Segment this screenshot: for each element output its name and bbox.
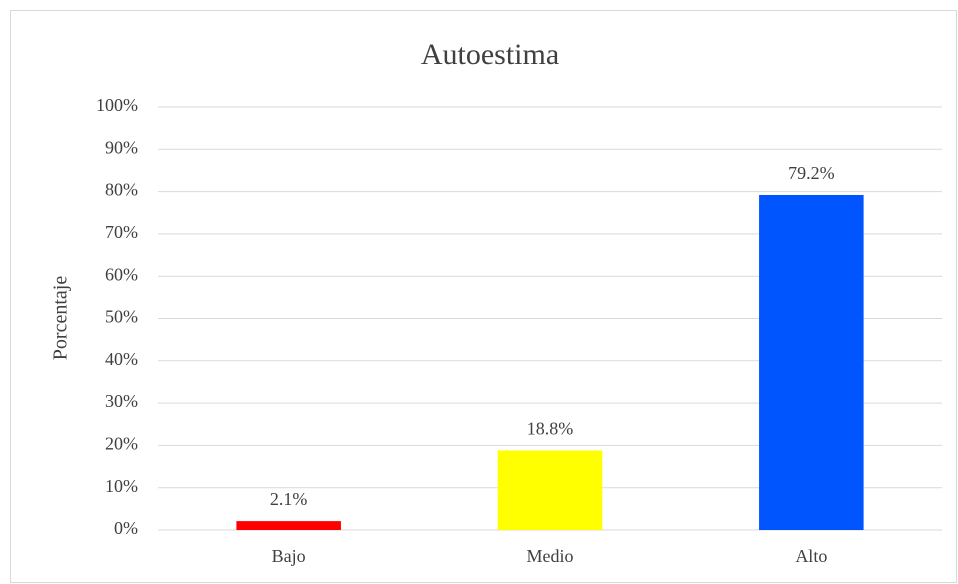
y-tick-label: 10% <box>105 476 138 496</box>
y-tick-label: 50% <box>105 307 138 327</box>
y-tick-label: 90% <box>105 137 138 157</box>
x-tick-label: Bajo <box>272 546 306 566</box>
y-axis-label: Porcentaje <box>50 276 72 361</box>
y-tick-label: 60% <box>105 264 138 284</box>
y-tick-label: 30% <box>105 391 138 411</box>
x-tick-label: Medio <box>527 546 574 566</box>
x-tick-label: Alto <box>795 546 827 566</box>
y-tick-label: 100% <box>96 95 138 115</box>
y-tick-label: 0% <box>114 518 138 538</box>
data-label: 2.1% <box>270 489 308 509</box>
bar <box>497 450 603 530</box>
data-label: 18.8% <box>527 419 574 439</box>
chart-title: Autoestima <box>421 38 559 71</box>
data-label: 79.2% <box>788 163 835 183</box>
y-tick-label: 70% <box>105 222 138 242</box>
y-tick-label: 40% <box>105 349 138 369</box>
bar <box>759 194 864 530</box>
bar <box>236 521 341 530</box>
y-tick-label: 80% <box>105 180 138 200</box>
y-tick-label: 20% <box>105 434 138 454</box>
